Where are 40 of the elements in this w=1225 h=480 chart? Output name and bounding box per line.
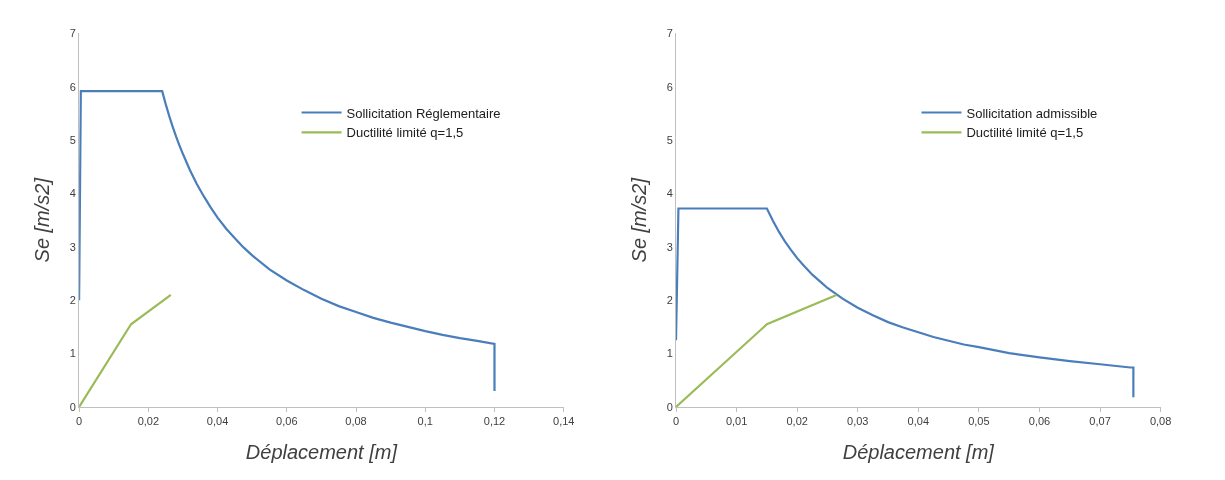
x-tick-label: 0,06 — [1028, 415, 1051, 428]
y-tick-label: 0 — [666, 400, 673, 413]
x-tick-label: 0,1 — [417, 415, 433, 428]
y-tick-label: 3 — [666, 240, 673, 253]
x-tick-label: 0,01 — [725, 415, 748, 428]
y-axis-title: Se [m/s2] — [628, 177, 651, 263]
x-tick-label: 0,03 — [847, 415, 869, 428]
y-axis-title: Se [m/s2] — [31, 177, 54, 263]
y-tick-label: 3 — [69, 240, 76, 253]
y-tick-label: 0 — [69, 400, 76, 413]
y-tick-label: 7 — [69, 27, 76, 40]
y-tick-label: 4 — [666, 187, 673, 200]
x-axis-title: Déplacement [m] — [245, 440, 398, 463]
y-tick-label: 7 — [666, 27, 673, 40]
line-series — [676, 207, 1135, 399]
x-tick-label: 0,08 — [1149, 415, 1172, 428]
x-tick-label: 0,04 — [206, 415, 229, 428]
y-tick-label: 4 — [69, 187, 76, 200]
y-tick-label: 2 — [69, 294, 76, 307]
legend-label: Ductilité limité q=1,5 — [966, 125, 1084, 141]
y-tick-label: 6 — [666, 80, 673, 93]
y-tick-label: 1 — [69, 347, 76, 360]
legend-label: Sollicitation admissible — [966, 105, 1098, 121]
x-tick-label: 0,06 — [276, 415, 298, 428]
x-axis-title: Déplacement [m] — [842, 440, 995, 463]
y-tick-label: 6 — [69, 80, 76, 93]
x-tick-label: 0,04 — [907, 415, 930, 428]
y-tick-label: 5 — [666, 134, 673, 147]
x-tick-label: 0,02 — [786, 415, 808, 428]
x-tick-label: 0,05 — [968, 415, 990, 428]
y-tick-label: 2 — [666, 294, 673, 307]
x-tick-label: 0,02 — [137, 415, 160, 428]
x-tick-label: 0,12 — [483, 415, 506, 428]
x-tick-label: 0,08 — [345, 415, 367, 428]
y-tick-label: 5 — [69, 134, 76, 147]
legend-label: Sollicitation Réglementaire — [346, 105, 501, 121]
x-tick-label: 0,14 — [553, 415, 575, 428]
y-tick-label: 1 — [666, 347, 673, 360]
legend-label: Ductilité limité q=1,5 — [346, 125, 464, 141]
x-tick-label: 0,07 — [1089, 415, 1111, 428]
